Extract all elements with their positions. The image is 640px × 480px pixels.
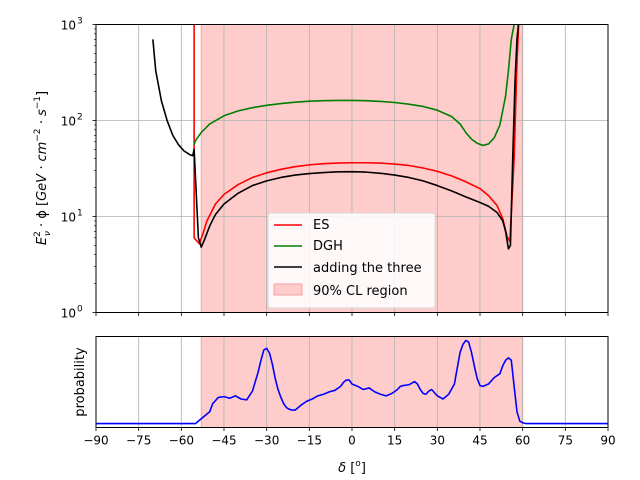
top-y-tick-label: 10 <box>61 19 76 33</box>
top-series-lines <box>152 24 520 250</box>
top-y-tick-label: 10 <box>61 307 76 321</box>
legend: ES DGH adding the three 90% CL region <box>267 212 436 309</box>
legend-dgh-label: DGH <box>313 239 343 254</box>
series-line-dgh <box>193 24 515 147</box>
top-y-tick-exponent: 3 <box>77 17 83 27</box>
bottom-x-tick-label: −60 <box>169 434 194 448</box>
bottom-x-tick-label: 30 <box>430 434 445 448</box>
bottom-x-axis: −90 −75 −60 −45 −30 −15 0 15 30 45 60 75 90 <box>83 427 616 448</box>
legend-es-label: ES <box>313 218 329 233</box>
bottom-x-tick-label: 75 <box>558 434 573 448</box>
series-line-es <box>193 24 520 245</box>
bottom-x-tick-label: 0 <box>348 434 356 448</box>
top-y-tick-label: 10 <box>61 211 76 225</box>
bottom-x-axis-label: δ [o] <box>338 459 366 476</box>
legend-sum-label: adding the three <box>313 261 422 276</box>
legend-region-label: 90% CL region <box>313 284 408 299</box>
bottom-x-tick-label: −15 <box>297 434 322 448</box>
bottom-x-tick-label: 60 <box>515 434 530 448</box>
bottom-gridlines <box>95 336 609 428</box>
top-y-tick-exponent: 1 <box>77 209 83 219</box>
probability-panel: −90 −75 −60 −45 −30 −15 0 15 30 45 60 75 90 probabil… <box>73 336 616 476</box>
top-y-axis-label: E2ν · ϕ [GeV · cm−2 · s−1] <box>33 91 53 245</box>
bottom-cl-region-layer <box>200 336 524 428</box>
top-y-tick-exponent: 0 <box>77 305 83 315</box>
top-y-tick-exponent: 2 <box>77 113 83 123</box>
bottom-cl-region <box>200 336 524 428</box>
bottom-y-axis-label: probability <box>73 347 88 417</box>
bottom-x-tick-label: −45 <box>211 434 236 448</box>
top-y-tick-label: 10 <box>61 115 76 129</box>
bottom-x-tick-label: 15 <box>387 434 402 448</box>
legend-frame <box>267 212 436 309</box>
legend-region-swatch <box>273 283 303 296</box>
bottom-x-tick-label: −30 <box>254 434 279 448</box>
bottom-x-tick-label: −75 <box>126 434 151 448</box>
bottom-x-tick-label: −90 <box>83 434 108 448</box>
series-line-probability <box>96 339 608 425</box>
bottom-series-lines <box>96 339 608 425</box>
bottom-x-tick-label: 90 <box>600 434 615 448</box>
top-x-ticks <box>95 312 609 316</box>
series-line-sum <box>152 24 520 250</box>
bottom-x-tick-label: 45 <box>472 434 487 448</box>
